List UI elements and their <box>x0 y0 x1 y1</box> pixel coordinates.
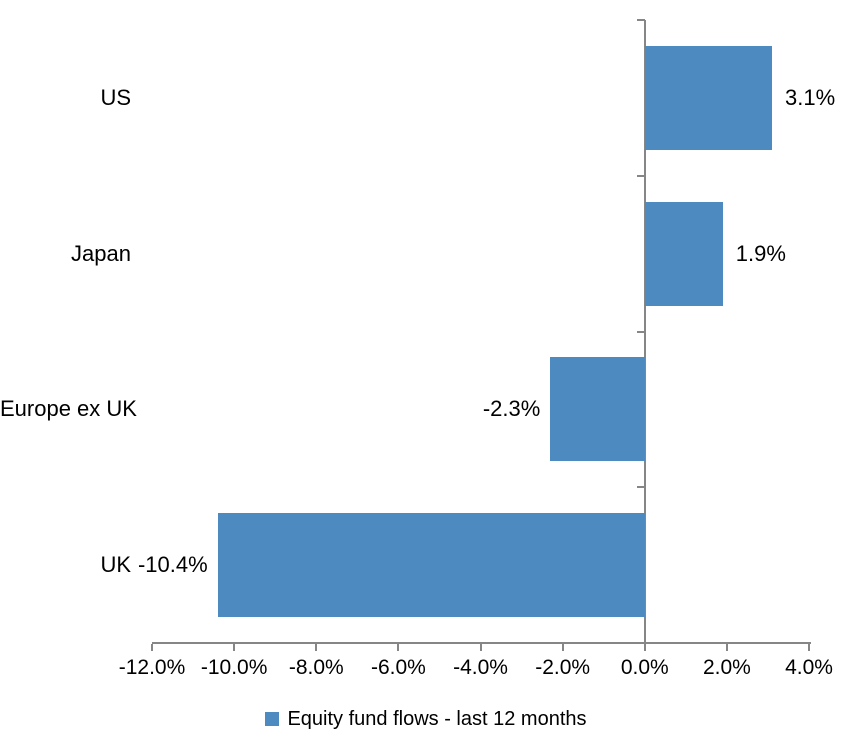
category-tick <box>636 174 645 177</box>
category-label-japan: Japan <box>71 240 131 266</box>
legend-label: Equity fund flows - last 12 months <box>287 707 587 730</box>
value-label-us: 3.1% <box>785 84 836 110</box>
x-tick-label: 0.0% <box>620 656 669 679</box>
value-label-uk: -10.4% <box>137 552 208 578</box>
bar-japan <box>644 201 723 306</box>
x-tick <box>315 644 318 651</box>
x-tick <box>725 644 728 651</box>
bar-europe-ex-uk <box>550 357 645 462</box>
x-tick-label: 2.0% <box>702 656 751 679</box>
bar-uk <box>217 513 645 618</box>
x-tick <box>808 644 810 651</box>
x-tick <box>233 644 236 651</box>
category-tick <box>636 486 645 489</box>
x-tick <box>561 644 564 651</box>
x-tick-label: -4.0% <box>453 656 508 679</box>
category-label-europe-ex-uk: Europe ex UK <box>0 396 137 422</box>
zero-line <box>643 20 646 651</box>
x-tick-label: -10.0% <box>200 656 268 679</box>
category-label-uk: UK <box>100 552 131 578</box>
x-tick <box>397 644 400 651</box>
x-axis-line <box>152 642 811 644</box>
x-tick-label: -2.0% <box>535 656 591 679</box>
x-tick <box>151 644 153 651</box>
x-tick <box>643 644 646 651</box>
legend: Equity fund flows - last 12 months <box>0 703 852 735</box>
category-tick <box>636 330 645 333</box>
legend-swatch-icon <box>265 712 280 726</box>
category-tick <box>636 19 645 21</box>
x-tick-label: -12.0% <box>118 656 186 679</box>
category-tick <box>636 642 645 644</box>
value-label-europe-ex-uk: -2.3% <box>482 396 541 422</box>
value-label-japan: 1.9% <box>735 240 786 266</box>
bar-us <box>644 45 773 150</box>
x-tick-label: -6.0% <box>370 656 426 679</box>
category-label-us: US <box>100 84 131 110</box>
x-tick-label: 4.0% <box>785 656 833 679</box>
x-tick <box>479 644 482 651</box>
x-tick-label: -8.0% <box>288 656 344 679</box>
